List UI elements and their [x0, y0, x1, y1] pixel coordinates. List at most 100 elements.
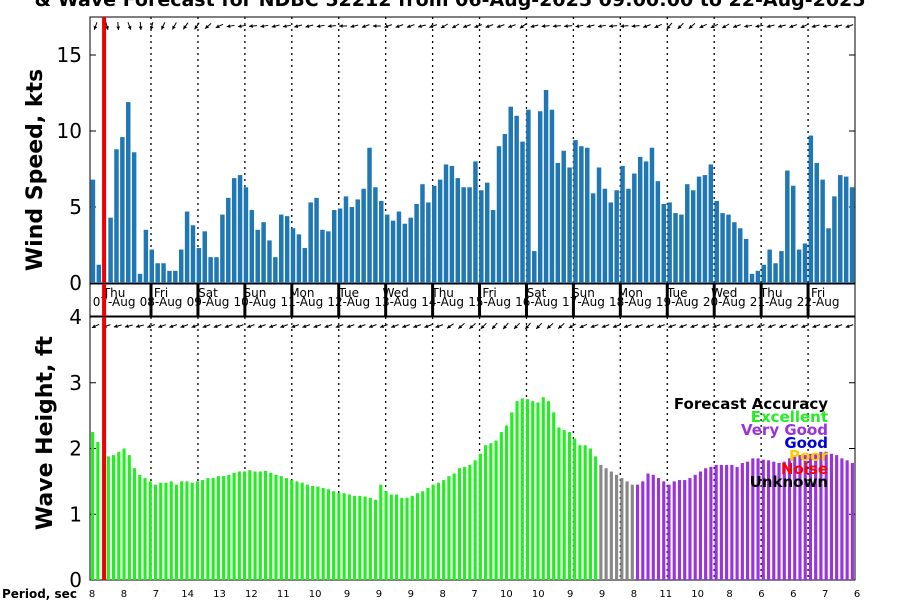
wind-bar — [96, 264, 102, 283]
wave-bar — [730, 464, 734, 580]
wind-bar — [567, 167, 572, 283]
wave-bar — [567, 432, 572, 580]
wind-bar — [296, 234, 302, 283]
wind-bar — [237, 175, 243, 283]
wind-bar — [161, 263, 166, 283]
wind-bar — [220, 214, 225, 283]
wave-bar — [353, 495, 357, 580]
wave-height-panel: 0 1 2 3 4 — [69, 305, 856, 592]
wave-direction-arrowhead — [679, 324, 684, 328]
date-label: 18-Aug — [609, 295, 652, 309]
wave-bar — [840, 458, 844, 580]
wind-direction-arrowhead — [654, 24, 659, 28]
wave-direction-arrowhead — [635, 324, 640, 328]
day-name-label: Mon — [618, 286, 643, 300]
wave-bar — [683, 480, 687, 580]
wave-bar — [284, 478, 289, 580]
wave-bar — [148, 481, 152, 580]
wind-direction-arrowhead — [172, 25, 176, 30]
wave-direction-arrowhead — [313, 324, 318, 328]
wave-bar — [358, 495, 362, 580]
wind-direction-arrowhead — [327, 24, 332, 28]
wave-bar — [588, 448, 592, 580]
wave-direction-arrowhead — [169, 324, 174, 328]
wave-bar — [452, 473, 456, 580]
wind-bar — [437, 179, 443, 283]
wave-direction-arrowhead — [525, 325, 530, 330]
period-value: 9 — [376, 589, 382, 600]
wind-bar — [790, 185, 796, 283]
wind-bar — [649, 147, 655, 283]
wave-bar — [698, 471, 702, 580]
wave-bar — [677, 480, 682, 580]
wind-direction-arrowhead — [138, 26, 143, 30]
wave-bar — [311, 485, 315, 580]
wave-bar — [174, 484, 179, 580]
date-label: 15-Aug — [468, 295, 511, 309]
wind-bar — [231, 178, 237, 283]
wind-direction-arrowhead — [789, 24, 794, 28]
wind-bar — [120, 137, 125, 283]
wind-direction-arrowhead — [519, 24, 524, 29]
date-label: 09-Aug — [187, 295, 230, 309]
wave-bar — [227, 474, 231, 580]
wave-bar — [494, 440, 498, 580]
wind-bar — [320, 229, 325, 283]
wind-bar — [308, 202, 313, 283]
wave-bar — [541, 397, 545, 580]
wind-direction-arrowhead — [508, 24, 513, 28]
wind-bar — [655, 181, 661, 283]
day-name-label: Fri — [154, 286, 168, 300]
wind-bar — [732, 222, 737, 283]
wave-bar — [525, 399, 530, 580]
wave-bar — [232, 472, 236, 580]
wave-direction-arrowhead — [492, 325, 496, 330]
wave-bar — [368, 497, 372, 580]
wave-bar — [117, 451, 121, 580]
period-value: 7 — [153, 589, 159, 600]
wave-bar — [321, 487, 325, 580]
wind-bar — [590, 193, 596, 283]
wave-bar — [463, 466, 467, 580]
wave-direction-arrowhead — [701, 324, 706, 328]
date-label: 12-Aug — [327, 295, 370, 309]
legend-item: Unknown — [750, 473, 828, 491]
wave-bar — [426, 487, 430, 580]
wind-direction-arrowhead — [305, 24, 310, 28]
wave-direction-arrowhead — [590, 324, 595, 328]
wind-bar — [814, 162, 819, 283]
wave-bar — [263, 470, 268, 580]
wave-bar — [594, 456, 598, 580]
wave-bar — [201, 480, 205, 580]
wind-bar — [673, 213, 678, 283]
wave-bar — [520, 398, 524, 580]
wave-bar — [132, 468, 137, 580]
wind-bar — [243, 187, 249, 283]
wind-bar — [443, 164, 449, 283]
wave-direction-arrowhead — [136, 324, 140, 328]
wave-bar — [447, 476, 451, 580]
wave-direction-arrowhead — [335, 324, 340, 328]
wave-direction-arrowhead — [845, 324, 850, 328]
wind-bar — [131, 152, 137, 283]
wind-y-tick-label: 10 — [57, 119, 82, 143]
wave-bar — [787, 458, 792, 580]
wind-bar — [331, 210, 337, 283]
wave-bar — [300, 482, 304, 580]
wave-bar — [719, 464, 723, 580]
date-label: 22-Aug — [797, 295, 840, 309]
wave-bar — [814, 453, 818, 580]
wind-bar — [755, 270, 761, 283]
wind-direction-arrowhead — [395, 24, 400, 28]
wave-bar — [216, 476, 220, 580]
wind-bar — [826, 228, 831, 283]
wave-bar — [253, 471, 257, 580]
wind-bar — [202, 231, 207, 283]
day-name-label: Sat — [198, 286, 218, 300]
wind-bar — [720, 213, 725, 283]
wind-bar — [708, 164, 714, 283]
wave-bar — [531, 401, 535, 580]
wind-bar — [367, 147, 372, 283]
wave-bar — [91, 432, 95, 580]
wind-bar — [484, 182, 490, 283]
